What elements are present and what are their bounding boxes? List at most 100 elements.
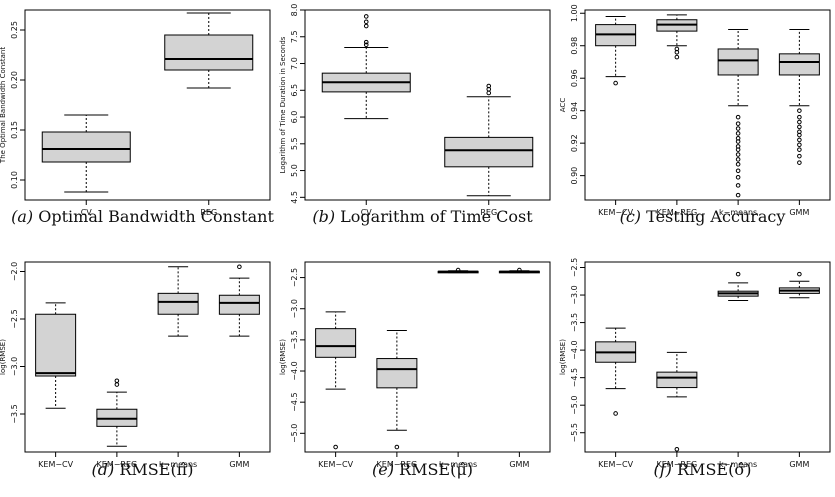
x-tick-label: KEM−REG: [377, 460, 418, 469]
box-iqr: [656, 371, 698, 389]
outlier-point: [363, 14, 369, 19]
outlier-point: [797, 137, 802, 143]
outlier-point: [735, 157, 741, 162]
box-iqr: [35, 313, 77, 377]
outlier-point: [735, 271, 741, 277]
x-tick-label: KEM−CV: [598, 460, 633, 469]
outlier-point: [735, 192, 741, 198]
y-tick-label: 0.96: [570, 69, 579, 87]
x-tick-label: KEM−CV: [38, 460, 73, 469]
y-tick-label: −3.0: [10, 357, 19, 376]
outlier-point: [797, 119, 802, 125]
box-k-means: k−means: [157, 266, 199, 469]
outlier-point: [674, 49, 680, 55]
box-kem-reg: KEM−REG: [376, 330, 418, 469]
box-k-means: k−means: [437, 267, 479, 469]
y-tick-label: −3.0: [570, 285, 579, 304]
y-tick-label: −2.5: [570, 258, 579, 277]
caption-b: (b) Logarithm of Time Cost: [285, 207, 560, 226]
box-iqr: [444, 136, 534, 168]
caption-d: (d) RMSE(π̂): [5, 460, 280, 479]
outlier-point: [735, 152, 741, 157]
box-gmm: GMM: [218, 264, 260, 469]
outlier-point: [363, 23, 369, 29]
outlier-point: [797, 124, 802, 130]
caption-f: (f) RMSE(σ̂): [565, 460, 835, 479]
box-kem-reg: KEM−REG: [656, 14, 698, 217]
outlier-point: [735, 131, 741, 136]
outlier-point: [613, 411, 618, 416]
panel-a: 0.10 0.15 0.20 0.25 The Optimal Bandwidth Co…: [0, 9, 271, 217]
x-tick-label: REG: [480, 208, 497, 217]
y-tick-label: 0.90: [570, 167, 579, 185]
y-tick-label: −3.0: [290, 299, 299, 318]
outlier-point: [735, 147, 741, 152]
outlier-point: [517, 267, 522, 273]
panel-d: −3.5 −3.0 −2.5 −2.0 log(RMSE) KEM−CV KEM−REG k−…: [0, 261, 271, 469]
x-tick-label: k−means: [719, 460, 757, 469]
x-tick-label: KEM−CV: [318, 460, 353, 469]
outlier-point: [797, 160, 802, 165]
box-iqr: [164, 34, 254, 71]
x-tick-label: k−means: [439, 460, 477, 469]
y-tick-label: −3.5: [570, 313, 579, 332]
outlier-point: [735, 174, 741, 180]
outlier-point: [674, 54, 680, 60]
x-tick-label: GMM: [789, 460, 809, 469]
outlier-point: [797, 142, 802, 148]
outlier-point: [674, 446, 680, 452]
caption-text: RMSE(π̂): [114, 460, 194, 479]
x-tick-label: GMM: [229, 460, 249, 469]
y-tick-label: −3.5: [10, 404, 19, 423]
box-gmm: GMM: [778, 271, 820, 469]
y-tick-label: −4.5: [290, 392, 299, 411]
caption-label: (a): [11, 207, 34, 226]
y-tick-label: 0.15: [10, 121, 19, 139]
y-tick-label: 0.25: [10, 21, 19, 39]
y-tick-label: 6.0: [290, 111, 299, 124]
box-kem-reg: KEM−REG: [96, 378, 138, 469]
caption-label: (e): [372, 460, 394, 479]
box-reg: REG: [164, 12, 254, 217]
panel-f: −5.5 −5.0 −4.5 −4.0 −3.5 −3.0 −2.5 log(RMSE) KEM…: [559, 258, 831, 469]
y-tick-label: 1.00: [570, 4, 579, 22]
caption-text: RMSE(μ̂): [393, 460, 473, 479]
y-tick-label: −5.5: [570, 423, 579, 442]
x-tick-label: CV: [81, 208, 93, 217]
y-tick-label: 6.5: [290, 84, 299, 97]
caption-a: (a) Optimal Bandwidth Constant: [5, 207, 280, 226]
x-tick-label: KEM−REG: [657, 208, 698, 217]
box-iqr: [218, 294, 260, 315]
box-kem-cv: KEM−CV: [315, 311, 357, 469]
outlier-point: [797, 114, 802, 120]
box-iqr: [315, 328, 357, 358]
outlier-point: [114, 378, 120, 384]
caption-text: Testing Accuracy: [641, 207, 786, 226]
box-kem-reg: KEM−REG: [656, 351, 698, 469]
outlier-point: [394, 444, 400, 450]
x-tick-label: REG: [200, 208, 217, 217]
plot-frame: [584, 9, 831, 201]
caption-label: (b): [312, 207, 336, 226]
outlier-point: [735, 139, 741, 144]
panel-e: −5.0 −4.5 −4.0 −3.5 −3.0 −2.5 log(RMSE) KEM−CV K…: [279, 261, 551, 469]
y-tick-label: 8.0: [290, 4, 299, 17]
box-iqr: [157, 292, 199, 315]
box-kem-cv: KEM−CV: [35, 302, 77, 469]
caption-label: (c): [619, 207, 642, 226]
outlier-point: [797, 271, 802, 277]
y-tick-label: 0.20: [10, 71, 19, 89]
box-cv: CV: [41, 114, 131, 217]
plot-frame: [584, 261, 831, 453]
box-kem-cv: KEM−CV: [595, 15, 637, 217]
y-axis-label: The Optimal Bandwidth Constant: [0, 47, 7, 164]
box-kem-cv: KEM−CV: [595, 327, 637, 469]
box-k-means: k−means: [717, 28, 759, 217]
y-tick-label: −4.0: [290, 361, 299, 380]
caption-text: Optimal Bandwidth Constant: [33, 207, 274, 226]
outlier-point: [735, 168, 741, 174]
outlier-point: [613, 80, 618, 86]
box-iqr: [778, 53, 820, 76]
outlier-point: [114, 382, 120, 387]
